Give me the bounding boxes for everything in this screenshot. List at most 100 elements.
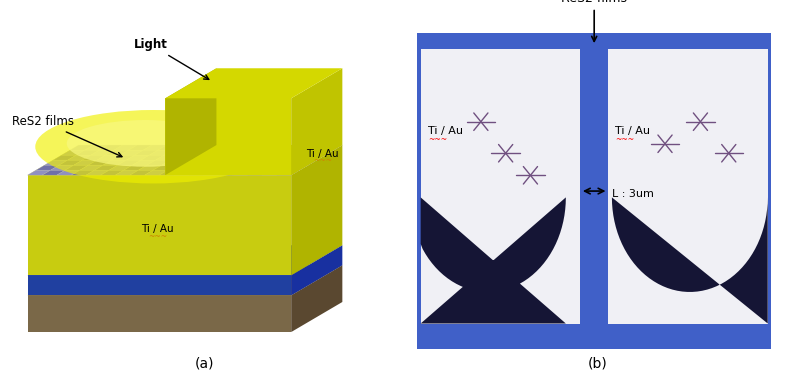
Polygon shape <box>168 165 191 170</box>
Polygon shape <box>267 150 290 155</box>
Polygon shape <box>608 49 767 324</box>
Polygon shape <box>28 265 342 295</box>
Polygon shape <box>238 150 260 155</box>
Polygon shape <box>130 170 153 175</box>
Polygon shape <box>162 160 185 165</box>
Polygon shape <box>70 145 94 150</box>
Polygon shape <box>139 165 162 170</box>
Polygon shape <box>158 145 181 150</box>
Polygon shape <box>59 160 83 165</box>
Polygon shape <box>101 170 124 175</box>
Polygon shape <box>54 155 76 160</box>
Polygon shape <box>28 275 291 295</box>
Polygon shape <box>311 150 334 155</box>
Polygon shape <box>116 170 139 175</box>
Polygon shape <box>99 145 123 150</box>
Polygon shape <box>164 150 187 155</box>
Polygon shape <box>216 145 240 150</box>
Polygon shape <box>45 160 68 165</box>
Polygon shape <box>305 145 327 150</box>
Polygon shape <box>287 155 311 160</box>
Polygon shape <box>260 145 284 150</box>
Polygon shape <box>291 68 342 175</box>
Polygon shape <box>127 155 150 160</box>
Polygon shape <box>86 170 109 175</box>
Polygon shape <box>50 165 74 170</box>
Polygon shape <box>294 160 316 165</box>
Polygon shape <box>189 170 212 175</box>
Polygon shape <box>200 155 223 160</box>
Polygon shape <box>183 165 205 170</box>
Polygon shape <box>120 150 143 155</box>
Polygon shape <box>76 150 99 155</box>
Polygon shape <box>285 165 309 170</box>
Polygon shape <box>420 197 566 324</box>
Text: Ti / Au: Ti / Au <box>141 224 174 234</box>
Polygon shape <box>194 150 216 155</box>
Polygon shape <box>279 160 302 165</box>
Polygon shape <box>187 145 210 150</box>
Polygon shape <box>132 160 156 165</box>
Polygon shape <box>28 145 342 175</box>
Polygon shape <box>420 49 580 324</box>
Polygon shape <box>185 155 208 160</box>
Text: ReS2 films: ReS2 films <box>561 0 627 41</box>
Polygon shape <box>145 170 168 175</box>
Text: L : 3um: L : 3um <box>612 189 654 199</box>
Polygon shape <box>165 98 291 175</box>
Polygon shape <box>233 170 256 175</box>
Text: ~~~: ~~~ <box>313 157 332 165</box>
Polygon shape <box>170 155 194 160</box>
Polygon shape <box>214 155 238 160</box>
Polygon shape <box>241 165 264 170</box>
Polygon shape <box>179 150 202 155</box>
Polygon shape <box>129 145 152 150</box>
Text: ~~~: ~~~ <box>428 135 447 144</box>
Polygon shape <box>229 155 252 160</box>
Polygon shape <box>218 170 241 175</box>
Polygon shape <box>118 160 141 165</box>
Polygon shape <box>223 150 246 155</box>
Text: ~~~: ~~~ <box>615 135 634 144</box>
Polygon shape <box>135 150 158 155</box>
Polygon shape <box>91 150 114 155</box>
Polygon shape <box>57 170 80 175</box>
Polygon shape <box>114 145 137 150</box>
Polygon shape <box>109 165 132 170</box>
Polygon shape <box>320 145 342 150</box>
Polygon shape <box>97 155 120 160</box>
Polygon shape <box>264 160 287 165</box>
Polygon shape <box>291 245 342 295</box>
Polygon shape <box>296 150 320 155</box>
Polygon shape <box>36 165 59 170</box>
Polygon shape <box>205 160 229 165</box>
Polygon shape <box>88 160 112 165</box>
Polygon shape <box>203 170 227 175</box>
Polygon shape <box>74 160 97 165</box>
Polygon shape <box>220 160 243 165</box>
Text: ReS2 films: ReS2 films <box>12 115 122 157</box>
Polygon shape <box>191 160 214 165</box>
Polygon shape <box>256 165 279 170</box>
Polygon shape <box>252 150 275 155</box>
Text: Light: Light <box>134 38 209 79</box>
Polygon shape <box>94 165 118 170</box>
Polygon shape <box>165 68 342 98</box>
Polygon shape <box>231 145 254 150</box>
Polygon shape <box>176 160 200 165</box>
Polygon shape <box>124 165 147 170</box>
Text: Ti / Au: Ti / Au <box>306 149 339 159</box>
Polygon shape <box>275 145 298 150</box>
Polygon shape <box>202 145 225 150</box>
Polygon shape <box>198 165 220 170</box>
Polygon shape <box>156 155 179 160</box>
Polygon shape <box>291 265 342 332</box>
Polygon shape <box>290 145 313 150</box>
Polygon shape <box>65 165 88 170</box>
Polygon shape <box>271 165 294 170</box>
Polygon shape <box>42 170 65 175</box>
Text: Ti / Au: Ti / Au <box>428 126 463 136</box>
Polygon shape <box>28 175 291 275</box>
Text: (b): (b) <box>588 356 608 370</box>
Polygon shape <box>246 145 269 150</box>
